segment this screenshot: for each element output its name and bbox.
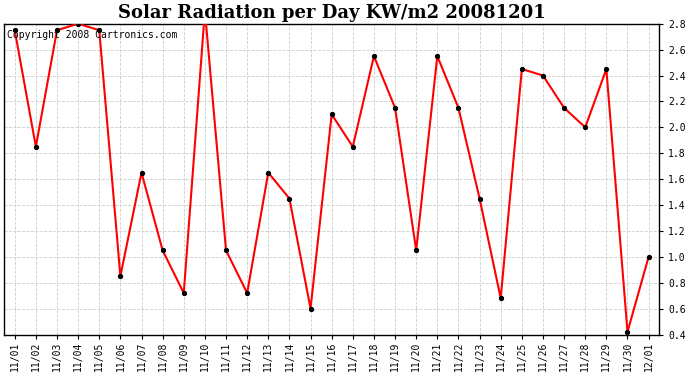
Title: Solar Radiation per Day KW/m2 20081201: Solar Radiation per Day KW/m2 20081201 bbox=[118, 4, 546, 22]
Text: Copyright 2008 Cartronics.com: Copyright 2008 Cartronics.com bbox=[8, 30, 178, 40]
